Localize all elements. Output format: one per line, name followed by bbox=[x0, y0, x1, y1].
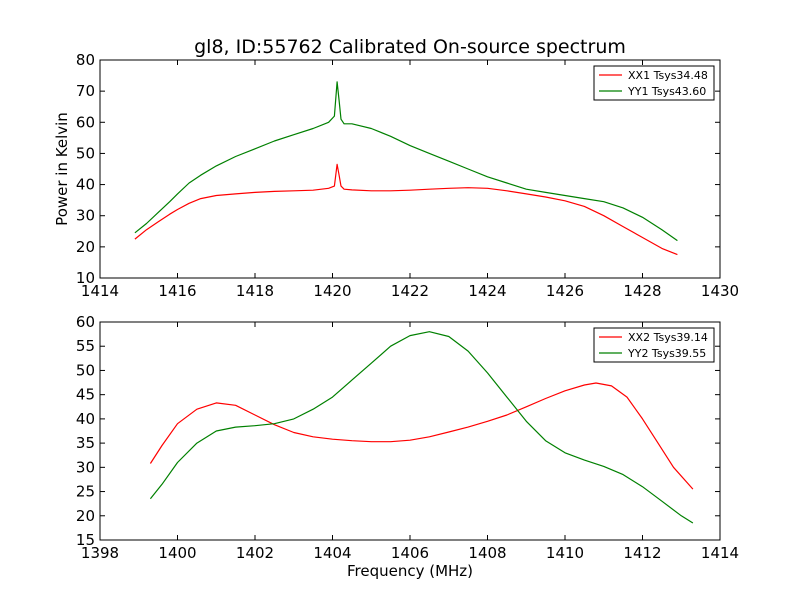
subplot-2: 1398 1400 1402 1404 1406 1408 1410 1412 1414 15 20… bbox=[76, 313, 739, 580]
y-tick-label: 30 bbox=[76, 207, 95, 225]
y-tick-label: 40 bbox=[76, 410, 95, 428]
legend-box bbox=[593, 327, 715, 363]
x-tick-label: 1414 bbox=[701, 544, 739, 562]
legend-label: YY1 Tsys43.60 bbox=[627, 85, 706, 98]
series-line-1-2 bbox=[134, 81, 678, 242]
legend-label: XX2 Tsys39.14 bbox=[628, 331, 708, 344]
x-tick-label: 1420 bbox=[313, 282, 351, 300]
y-tick-label: 50 bbox=[76, 361, 95, 379]
y-tick-label: 60 bbox=[76, 113, 95, 131]
x-tick-label: 1400 bbox=[158, 544, 196, 562]
legend: XX2 Tsys39.14 YY2 Tsys39.55 bbox=[593, 327, 715, 363]
y-tick-label: 25 bbox=[76, 483, 95, 501]
legend-label: XX1 Tsys34.48 bbox=[628, 69, 708, 82]
legend-box bbox=[593, 65, 715, 101]
x-tick-label: 1402 bbox=[236, 544, 274, 562]
chart-title: gl8, ID:55762 Calibrated On-source spect… bbox=[194, 36, 626, 58]
x-tick-label: 1398 bbox=[81, 544, 119, 562]
y-tick-label: 40 bbox=[76, 176, 95, 194]
x-tick-label: 1410 bbox=[546, 544, 584, 562]
x-tick-label: 1414 bbox=[81, 282, 119, 300]
x-tick-label: 1430 bbox=[701, 282, 739, 300]
subplot-1: 1414 1416 1418 1420 1422 1424 1426 1428 1430 10 20… bbox=[53, 36, 739, 300]
x-tick-label: 1418 bbox=[236, 282, 274, 300]
y-tick-label: 45 bbox=[76, 386, 95, 404]
x-tick-label: 1412 bbox=[623, 544, 661, 562]
y-tick-label: 80 bbox=[76, 51, 95, 69]
x-tick-label: 1404 bbox=[313, 544, 351, 562]
y-axis-label: Power in Kelvin bbox=[53, 112, 71, 226]
y-tick-label: 20 bbox=[76, 507, 95, 525]
x-tick-label: 1416 bbox=[158, 282, 196, 300]
x-axis-label: Frequency (MHz) bbox=[347, 562, 473, 580]
y-tick-label: 55 bbox=[76, 337, 95, 355]
x-tick-label: 1408 bbox=[468, 544, 506, 562]
series-line-2-1 bbox=[149, 382, 694, 490]
series-line-1-1 bbox=[134, 163, 678, 256]
x-tick-label: 1428 bbox=[623, 282, 661, 300]
x-tick-label: 1426 bbox=[546, 282, 584, 300]
y-tick-label: 35 bbox=[76, 434, 95, 452]
y-tick-label: 60 bbox=[76, 313, 95, 331]
legend: XX1 Tsys34.48 YY1 Tsys43.60 bbox=[593, 65, 715, 101]
series-line-2-2 bbox=[149, 331, 694, 524]
y-tick-label: 30 bbox=[76, 458, 95, 476]
y-tick-label: 15 bbox=[76, 531, 95, 549]
y-tick-label: 70 bbox=[76, 82, 95, 100]
y-tick-label: 20 bbox=[76, 238, 95, 256]
y-tick-label: 10 bbox=[76, 269, 95, 287]
y-tick-label: 50 bbox=[76, 144, 95, 162]
x-tick-label: 1422 bbox=[391, 282, 429, 300]
x-tick-label: 1424 bbox=[468, 282, 506, 300]
legend-label: YY2 Tsys39.55 bbox=[627, 347, 706, 360]
x-tick-label: 1406 bbox=[391, 544, 429, 562]
